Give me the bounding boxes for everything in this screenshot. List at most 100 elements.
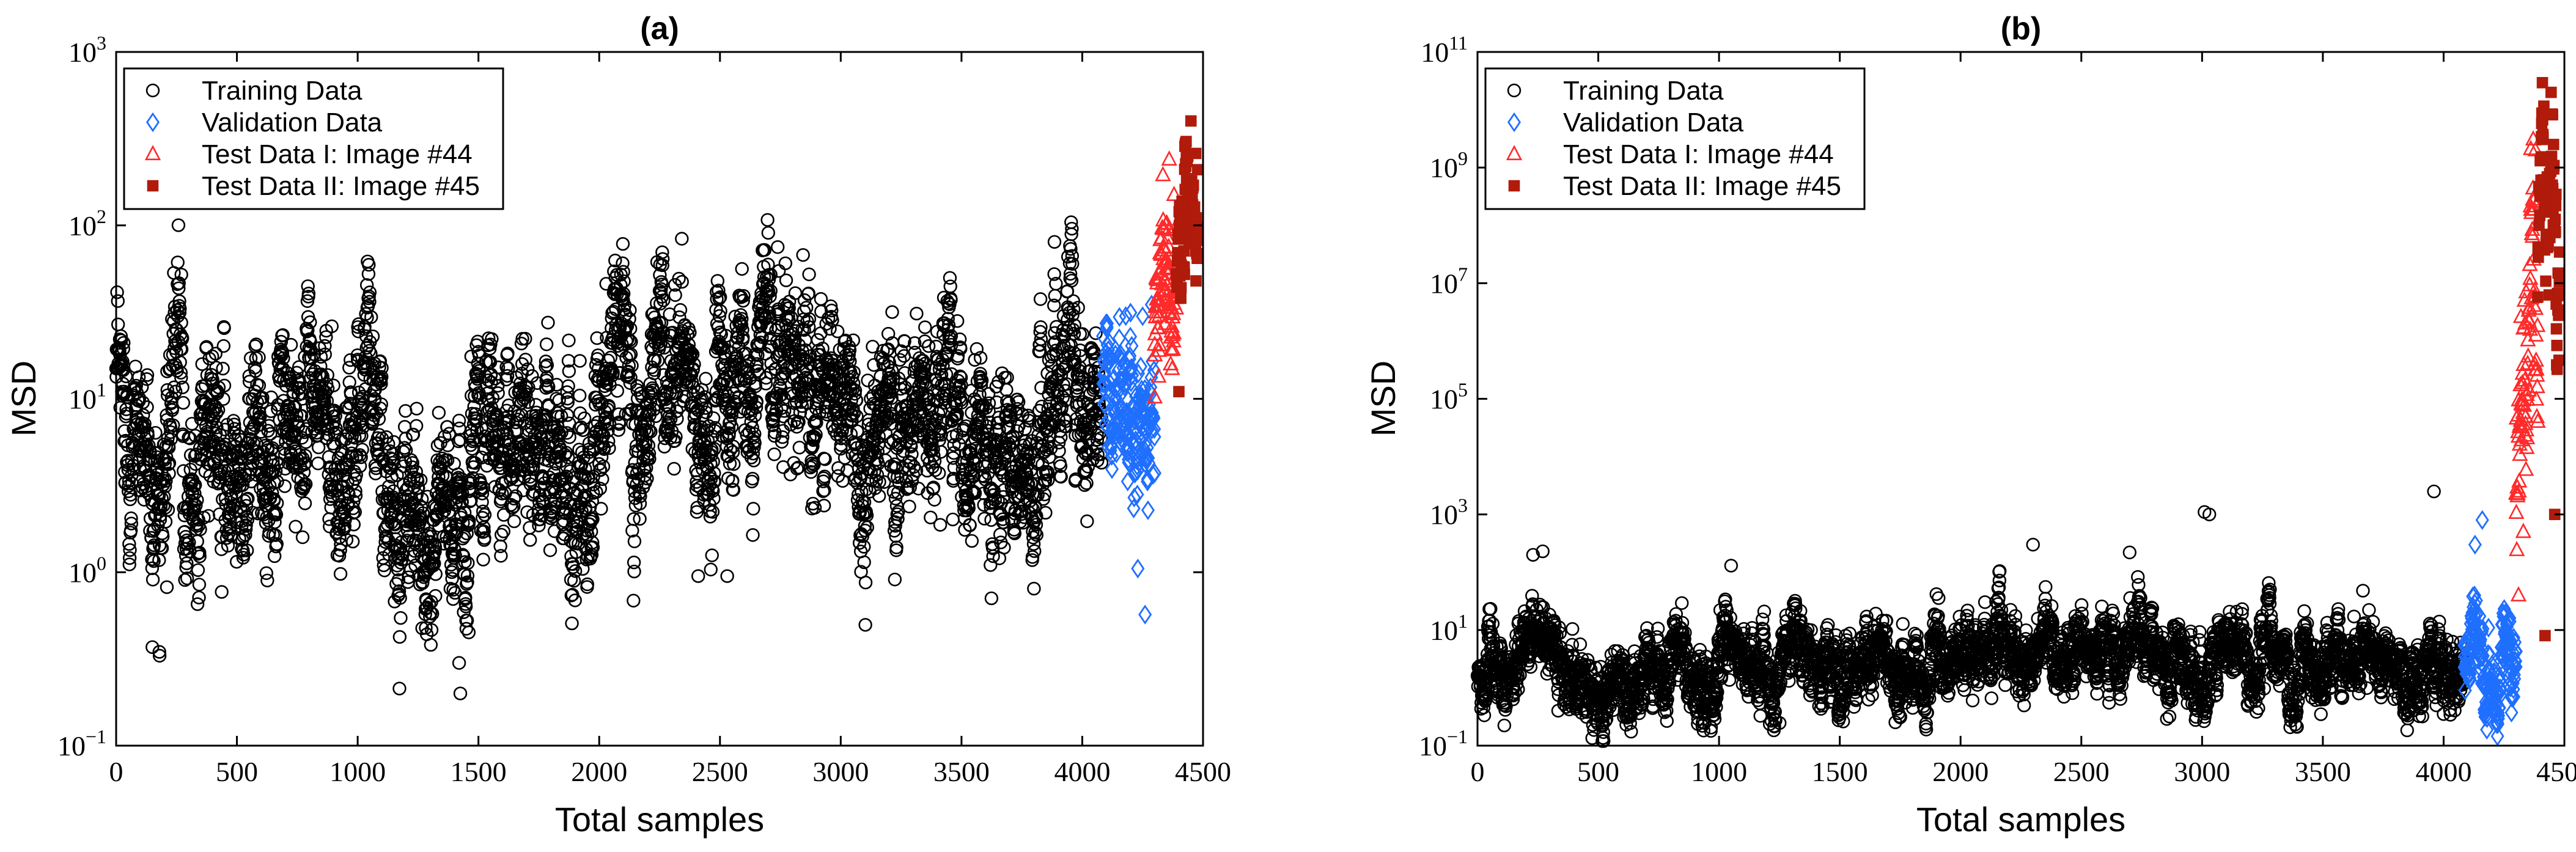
data-point-training xyxy=(270,474,284,489)
data-point-training xyxy=(174,370,188,385)
data-point-training xyxy=(933,518,948,532)
data-point-training xyxy=(228,432,242,447)
data-point-training xyxy=(565,616,579,631)
data-point-training xyxy=(414,473,428,487)
data-point-training xyxy=(429,589,443,603)
data-point-validation xyxy=(1141,500,1155,521)
panel-b-title: (b) xyxy=(2001,11,2041,46)
data-point-training xyxy=(261,424,275,438)
data-point-test2 xyxy=(1190,275,1202,287)
data-point-training xyxy=(141,428,155,443)
data-point-training xyxy=(314,359,328,373)
data-point-training xyxy=(778,256,793,270)
data-point-training xyxy=(263,427,278,441)
data-point-training xyxy=(216,339,231,353)
data-point-training xyxy=(241,491,255,506)
data-point-training xyxy=(303,334,317,349)
x-tick-label: 1500 xyxy=(451,756,507,787)
data-point-training xyxy=(290,365,304,380)
data-point-training xyxy=(348,484,362,498)
data-point-training xyxy=(173,301,187,316)
data-point-training xyxy=(246,505,260,520)
x-tick-label: 4000 xyxy=(1054,756,1110,787)
data-point-training xyxy=(116,363,130,377)
data-point-training xyxy=(965,534,979,548)
data-point-training xyxy=(392,681,407,696)
y-tick-label: 10−1 xyxy=(57,725,106,762)
data-point-training xyxy=(340,460,354,474)
data-point-training xyxy=(189,498,203,513)
data-point-training xyxy=(359,278,374,292)
legend-training-label: Training Data xyxy=(202,76,362,106)
data-point-training xyxy=(174,315,188,330)
data-point-training xyxy=(771,240,785,254)
data-point-training xyxy=(746,454,761,468)
data-point-training xyxy=(156,529,170,543)
data-point-training xyxy=(172,294,186,309)
data-point-training xyxy=(391,573,406,587)
data-point-training xyxy=(779,273,793,287)
data-point-training xyxy=(145,573,160,587)
data-point-training xyxy=(405,456,420,470)
legend-test2-symbol xyxy=(147,180,159,192)
data-point-training xyxy=(386,452,400,466)
x-tick-label: 0 xyxy=(109,756,123,787)
data-point-training xyxy=(353,459,367,473)
legend-test2-marker xyxy=(147,180,159,192)
data-point-training xyxy=(337,519,351,533)
data-point-training xyxy=(191,563,205,577)
data-point-training xyxy=(147,523,161,537)
data-point-training xyxy=(289,520,303,534)
data-point-training xyxy=(158,501,172,515)
data-point-training xyxy=(252,378,267,392)
data-point-training xyxy=(256,391,270,405)
data-point-training xyxy=(187,479,201,493)
data-point-training xyxy=(333,567,348,581)
data-point-training xyxy=(303,315,317,329)
y-tick-label: 100 xyxy=(68,552,106,588)
data-point-training xyxy=(910,306,924,321)
data-point-training xyxy=(176,395,191,410)
data-point-training xyxy=(114,329,128,343)
data-point-training xyxy=(174,365,188,380)
data-point-training xyxy=(573,354,587,368)
data-point-training xyxy=(156,499,171,513)
data-point-training xyxy=(237,548,251,562)
data-point-training xyxy=(627,593,641,608)
panel-b: (b) 050010001500200025003000350040004500… xyxy=(1364,11,2576,839)
data-point-training xyxy=(166,418,180,432)
legend-test2-label: Test Data II: Image #45 xyxy=(202,171,480,201)
data-point-training xyxy=(123,492,138,507)
data-point-training xyxy=(122,557,136,571)
data-point-training xyxy=(406,427,421,442)
data-point-training xyxy=(162,456,177,470)
x-tick-label: 500 xyxy=(216,756,258,787)
data-point-training xyxy=(667,461,681,476)
data-point-training xyxy=(171,218,186,232)
data-point-training xyxy=(452,656,466,670)
data-point-training xyxy=(796,248,810,262)
data-point-training xyxy=(274,334,289,349)
data-point-training xyxy=(172,276,186,290)
data-point-training xyxy=(362,295,377,309)
x-tick-label: 2000 xyxy=(571,756,627,787)
data-point-training xyxy=(124,516,139,531)
data-point-training xyxy=(111,294,125,308)
data-point-training xyxy=(562,333,576,348)
data-point-training xyxy=(1047,235,1062,249)
data-point-training xyxy=(158,479,172,493)
data-point-training xyxy=(297,457,311,472)
data-point-training xyxy=(175,331,190,345)
data-point-training xyxy=(209,361,223,375)
data-point-training xyxy=(946,512,960,527)
data-point-training xyxy=(215,585,229,599)
data-point-training xyxy=(260,573,274,587)
data-point-training xyxy=(252,350,266,364)
data-point-training xyxy=(366,329,380,343)
data-point-training xyxy=(326,378,340,392)
data-point-training xyxy=(424,637,438,652)
data-point-training xyxy=(984,591,999,606)
data-point-training xyxy=(175,380,190,394)
data-point-training xyxy=(342,361,356,375)
